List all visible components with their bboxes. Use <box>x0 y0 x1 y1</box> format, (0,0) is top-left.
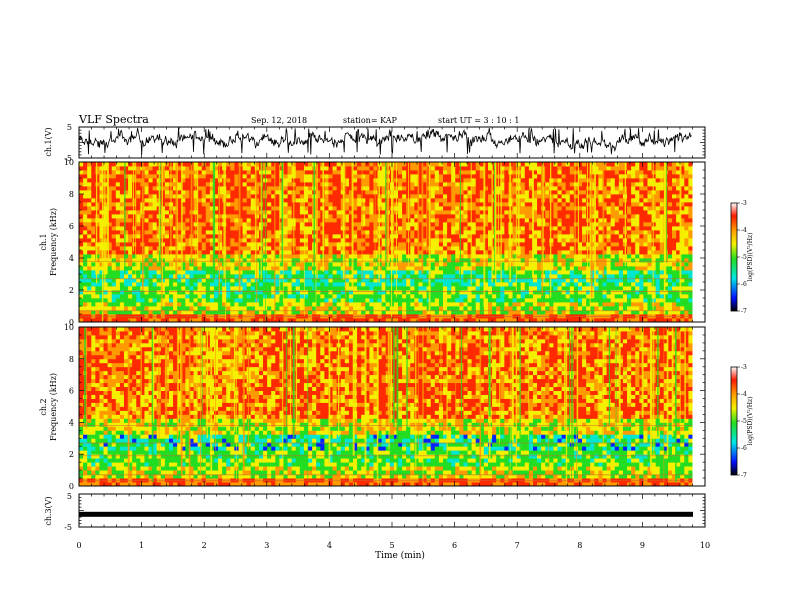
colorbar-tick-label: -4 <box>741 227 747 234</box>
ch1-spectrogram-ytick-labels: 0 2 4 6 8 10 <box>64 158 74 327</box>
freq-tick-label: 4 <box>69 418 74 427</box>
colorbar-tick-label: -4 <box>741 391 747 398</box>
colorbar-tick-label: -5 <box>741 254 747 261</box>
ch2-frequency-label: Frequency (kHz) <box>49 373 58 441</box>
ch3-ytick-bottom: -5 <box>64 523 72 532</box>
colorbar-tick-label: -3 <box>741 200 747 207</box>
ch1-spectrogram-ticks <box>78 161 706 323</box>
time-tick-label: 10 <box>700 541 710 550</box>
time-tick-label: 2 <box>202 541 207 550</box>
ch1-waveform-line <box>78 127 692 155</box>
freq-tick-label: 10 <box>64 158 74 167</box>
ch1-waveform-ticks <box>78 126 706 159</box>
freq-tick-label: 6 <box>69 387 74 396</box>
ch2-spectrogram-ticks <box>78 326 706 487</box>
ch3-ytick-top: 5 <box>67 492 72 501</box>
colorbar-tick-label: -6 <box>741 281 747 288</box>
freq-tick-label: 0 <box>69 318 74 327</box>
ch1-channel-label: ch.1 <box>39 233 48 250</box>
time-tick-label: 1 <box>139 541 144 550</box>
colorbar-tick-label: -5 <box>741 418 747 425</box>
ch1-colorbar-label: log(PSD)(V²/Hz) <box>747 233 754 282</box>
figure-title: VLF Spectra <box>78 113 149 126</box>
colorbar-tick-label: -3 <box>741 364 747 371</box>
freq-tick-label: 0 <box>69 482 74 491</box>
start-time-label: start UT = 3 : 10 : 1 <box>438 116 519 125</box>
freq-tick-label: 6 <box>69 222 74 231</box>
time-tick-label: 3 <box>264 541 269 550</box>
ch1-colorbar: -3 -4 -5 -6 -7 log(PSD)(V²/Hz) <box>730 200 754 315</box>
ch1-waveform-panel: 5 -5 ch.1(V) <box>44 123 706 163</box>
ch2-colorbar: -3 -4 -5 -6 -7 log(PSD)(V²/Hz) <box>730 364 754 479</box>
ch1-frequency-label: Frequency (kHz) <box>49 208 58 276</box>
time-tick-label: 9 <box>640 541 645 550</box>
station-label: station= KAP <box>343 116 398 125</box>
ch3-waveform-panel: 5 -5 ch.3(V) <box>44 492 706 532</box>
ch2-spectrogram-panel: 0 2 4 6 8 10 ch.2 Frequency (kHz) -3 -4 -5 -6 -7 … <box>39 323 754 491</box>
ch2-spectrogram-heatmap <box>79 327 705 487</box>
date-label: Sep. 12, 2018 <box>251 116 307 125</box>
time-tick-label: 8 <box>577 541 582 550</box>
ch2-spectrogram-ytick-labels: 0 2 4 6 8 10 <box>64 323 74 491</box>
ch2-colorbar-label: log(PSD)(V²/Hz) <box>747 397 754 446</box>
freq-tick-label: 8 <box>69 355 74 364</box>
colorbar-tick-label: -7 <box>741 472 747 479</box>
ch1-ytick-top: 5 <box>67 123 72 132</box>
time-axis-label: Time (min) <box>375 550 425 561</box>
time-tick-label: 4 <box>327 541 332 550</box>
ch1-spectrogram-heatmap <box>79 162 705 323</box>
time-tick-label: 7 <box>515 541 520 550</box>
ch3-waveform-line <box>79 511 693 517</box>
ch1-waveform-ylabel: ch.1(V) <box>44 127 53 156</box>
colorbar-tick-label: -6 <box>741 445 747 452</box>
time-tick-label: 5 <box>389 541 394 550</box>
colorbar-tick-label: -7 <box>741 308 747 315</box>
time-tick-label: 0 <box>76 541 81 550</box>
time-tick-label: 6 <box>452 541 457 550</box>
ch3-waveform-ylabel: ch.3(V) <box>44 496 53 525</box>
freq-tick-label: 4 <box>69 254 74 263</box>
freq-tick-label: 2 <box>69 286 74 295</box>
freq-tick-label: 8 <box>69 190 74 199</box>
ch3-waveform-ticks <box>78 493 706 528</box>
ch1-ytick-bottom: -5 <box>64 154 72 163</box>
time-axis-tick-labels: 0 1 2 3 4 5 6 7 8 9 10 <box>76 541 710 550</box>
freq-tick-label: 2 <box>69 450 74 459</box>
ch1-spectrogram-panel: 0 2 4 6 8 10 ch.1 Frequency (kHz) -3 -4 -5 -6 -7 … <box>39 158 754 327</box>
ch2-channel-label: ch.2 <box>39 398 48 415</box>
freq-tick-label: 10 <box>64 323 74 332</box>
